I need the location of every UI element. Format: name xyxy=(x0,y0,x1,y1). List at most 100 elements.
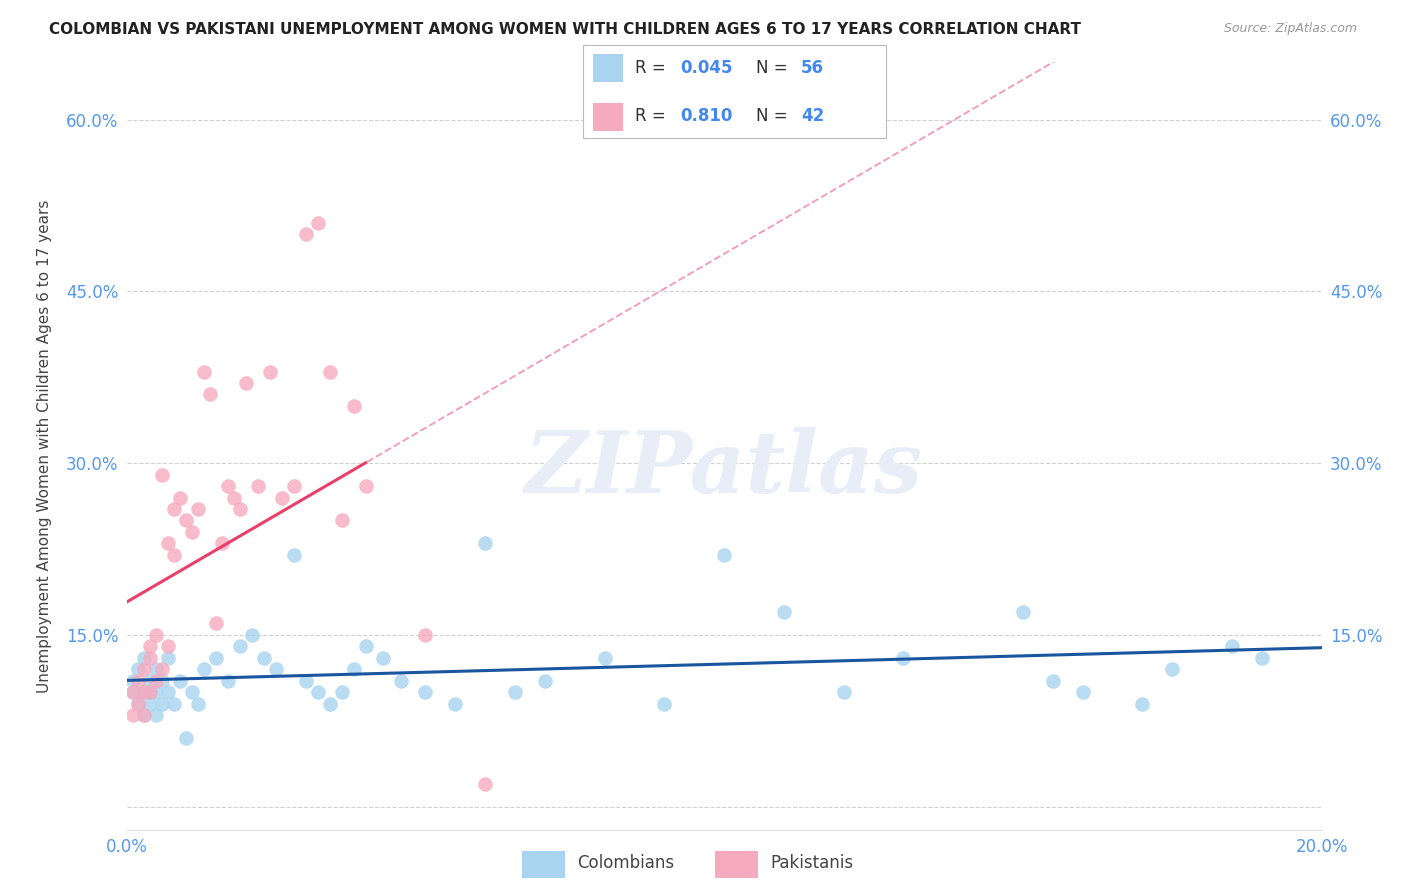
Point xyxy=(139,685,162,699)
Point xyxy=(193,662,215,676)
Point xyxy=(211,536,233,550)
Point xyxy=(307,685,329,699)
Point xyxy=(187,697,209,711)
Point xyxy=(240,628,263,642)
Point xyxy=(343,399,366,413)
Point xyxy=(534,673,557,688)
Point xyxy=(1011,605,1033,619)
Point xyxy=(893,650,915,665)
Point xyxy=(152,697,174,711)
Point xyxy=(283,548,305,562)
Point xyxy=(127,673,149,688)
Point xyxy=(247,479,270,493)
Point xyxy=(354,640,377,654)
Point xyxy=(127,697,149,711)
Point xyxy=(318,697,342,711)
Text: 0.045: 0.045 xyxy=(681,59,733,77)
Point xyxy=(139,650,162,665)
Point xyxy=(474,536,496,550)
Text: R =: R = xyxy=(636,59,671,77)
Text: Colombians: Colombians xyxy=(576,854,673,872)
Point xyxy=(174,513,197,527)
Point xyxy=(1161,662,1184,676)
Text: COLOMBIAN VS PAKISTANI UNEMPLOYMENT AMONG WOMEN WITH CHILDREN AGES 6 TO 17 YEARS: COLOMBIAN VS PAKISTANI UNEMPLOYMENT AMON… xyxy=(49,22,1081,37)
Point xyxy=(474,777,496,791)
Text: Source: ZipAtlas.com: Source: ZipAtlas.com xyxy=(1223,22,1357,36)
Point xyxy=(139,673,162,688)
Point xyxy=(1042,673,1064,688)
Point xyxy=(235,376,257,390)
Point xyxy=(169,491,191,505)
Point xyxy=(121,708,143,723)
Point xyxy=(229,502,252,516)
Point xyxy=(652,697,675,711)
Point xyxy=(139,685,162,699)
Point xyxy=(127,697,149,711)
Point xyxy=(134,708,156,723)
Point xyxy=(222,491,246,505)
Point xyxy=(294,227,316,242)
Point xyxy=(773,605,796,619)
Point xyxy=(259,365,281,379)
Point xyxy=(444,697,467,711)
Point xyxy=(415,685,437,699)
Point xyxy=(264,662,287,676)
Text: 0.810: 0.810 xyxy=(681,107,733,125)
Text: R =: R = xyxy=(636,107,671,125)
Point xyxy=(152,467,174,482)
Point xyxy=(253,650,276,665)
Point xyxy=(127,662,149,676)
Point xyxy=(134,662,156,676)
Point xyxy=(163,548,186,562)
Point xyxy=(593,650,616,665)
Point xyxy=(121,685,143,699)
Point xyxy=(145,662,167,676)
Point xyxy=(1251,650,1274,665)
Bar xyxy=(592,103,623,131)
Point xyxy=(391,673,413,688)
Point xyxy=(157,536,180,550)
Point xyxy=(713,548,735,562)
Point xyxy=(193,365,215,379)
Point xyxy=(121,685,143,699)
Point xyxy=(307,216,329,230)
Point xyxy=(832,685,855,699)
Point xyxy=(283,479,305,493)
Text: 42: 42 xyxy=(801,107,824,125)
Point xyxy=(134,650,156,665)
Text: ZIPatlas: ZIPatlas xyxy=(524,427,924,511)
Point xyxy=(163,502,186,516)
Point xyxy=(318,365,342,379)
Point xyxy=(181,524,204,539)
Point xyxy=(343,662,366,676)
Point xyxy=(294,673,316,688)
Point xyxy=(217,673,239,688)
Text: Pakistanis: Pakistanis xyxy=(770,854,853,872)
Point xyxy=(174,731,197,745)
Point xyxy=(415,628,437,642)
Point xyxy=(157,640,180,654)
Point xyxy=(139,640,162,654)
Point xyxy=(217,479,239,493)
Point xyxy=(229,640,252,654)
Point xyxy=(139,697,162,711)
Point xyxy=(163,697,186,711)
Bar xyxy=(522,851,565,878)
Point xyxy=(157,685,180,699)
Point xyxy=(187,502,209,516)
Point xyxy=(330,685,353,699)
Point xyxy=(354,479,377,493)
Point xyxy=(145,685,167,699)
Point xyxy=(145,708,167,723)
Point xyxy=(200,387,222,401)
Point xyxy=(134,708,156,723)
Text: 56: 56 xyxy=(801,59,824,77)
Y-axis label: Unemployment Among Women with Children Ages 6 to 17 years: Unemployment Among Women with Children A… xyxy=(37,199,52,693)
Point xyxy=(134,685,156,699)
Point xyxy=(152,673,174,688)
Point xyxy=(330,513,353,527)
Point xyxy=(121,673,143,688)
Point xyxy=(1071,685,1094,699)
Point xyxy=(1130,697,1153,711)
Point xyxy=(152,662,174,676)
